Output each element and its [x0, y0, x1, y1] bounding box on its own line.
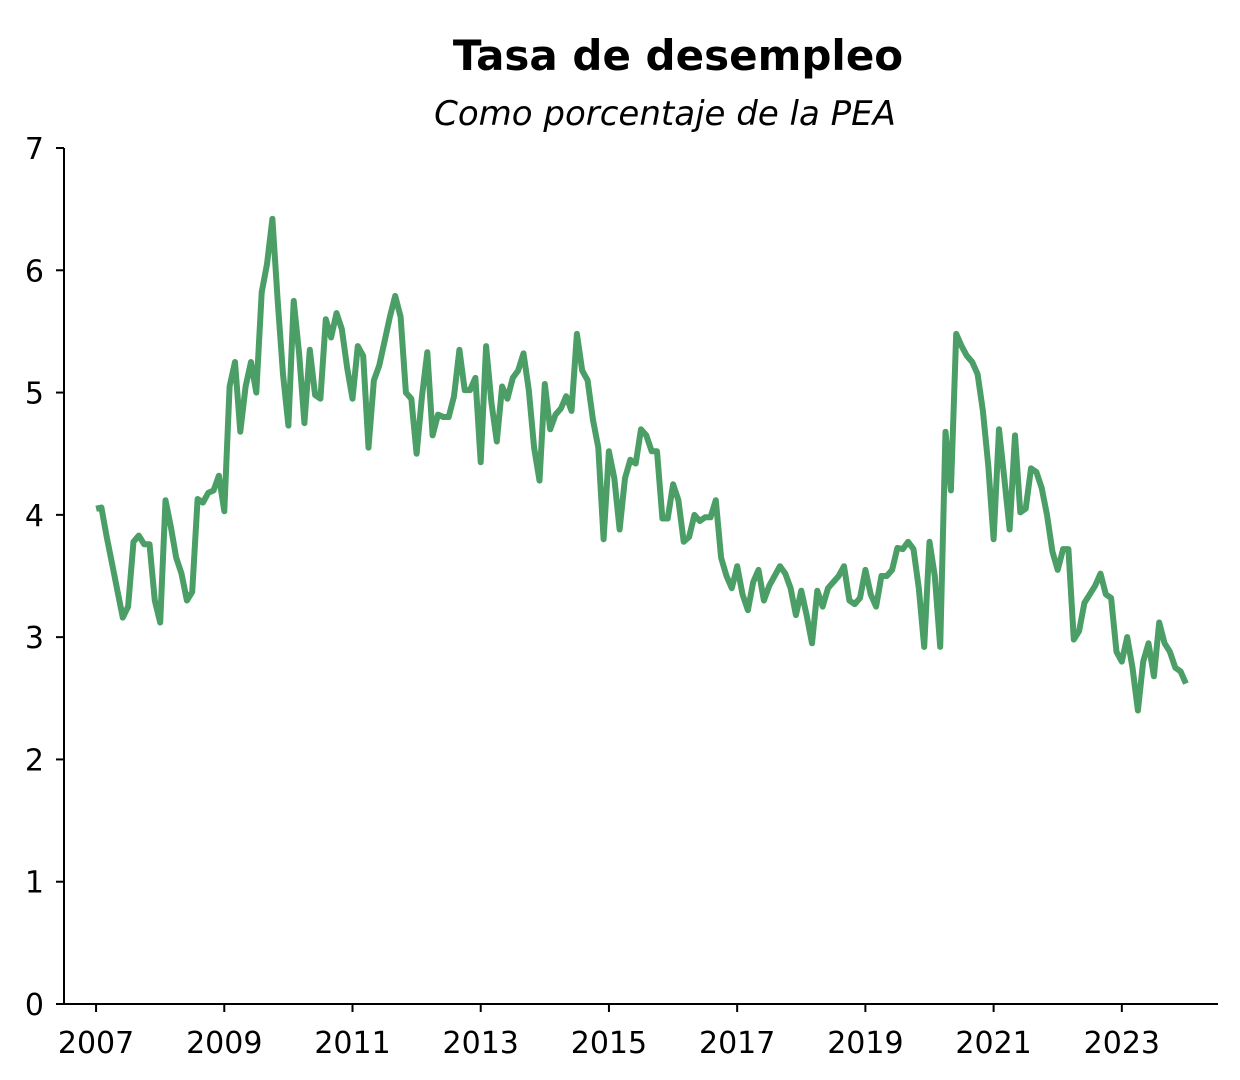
x-tick-label: 2017	[699, 1026, 775, 1061]
y-tick-label: 0	[25, 988, 44, 1023]
x-tick-label: 2009	[186, 1026, 262, 1061]
chart-ticks: 0 1 2 3 4 5 6 7 2007 2009 2011 2013 2015 2017 2019 2021…	[25, 132, 1160, 1061]
y-tick-label: 3	[25, 621, 44, 656]
y-tick-label: 5	[25, 377, 44, 412]
unemployment-series-line	[95, 215, 1189, 714]
y-tick-label: 1	[25, 866, 44, 901]
x-tick-label: 2021	[955, 1026, 1031, 1061]
x-tick-label: 2007	[58, 1026, 134, 1061]
x-tick-label: 2019	[827, 1026, 903, 1061]
y-tick-label: 4	[25, 499, 44, 534]
x-tick-label: 2015	[571, 1026, 647, 1061]
y-tick-label: 7	[25, 132, 44, 167]
y-tick-label: 2	[25, 743, 44, 778]
y-tick-label: 6	[25, 254, 44, 289]
x-tick-label: 2023	[1084, 1026, 1160, 1061]
chart-axes	[63, 148, 1218, 1005]
chart-series-group	[95, 215, 1189, 714]
chart-title: Tasa de desempleo	[453, 31, 903, 80]
x-tick-label: 2013	[443, 1026, 519, 1061]
x-tick-label: 2011	[314, 1026, 390, 1061]
chart-subtitle: Como porcentaje de la PEA	[434, 94, 896, 134]
